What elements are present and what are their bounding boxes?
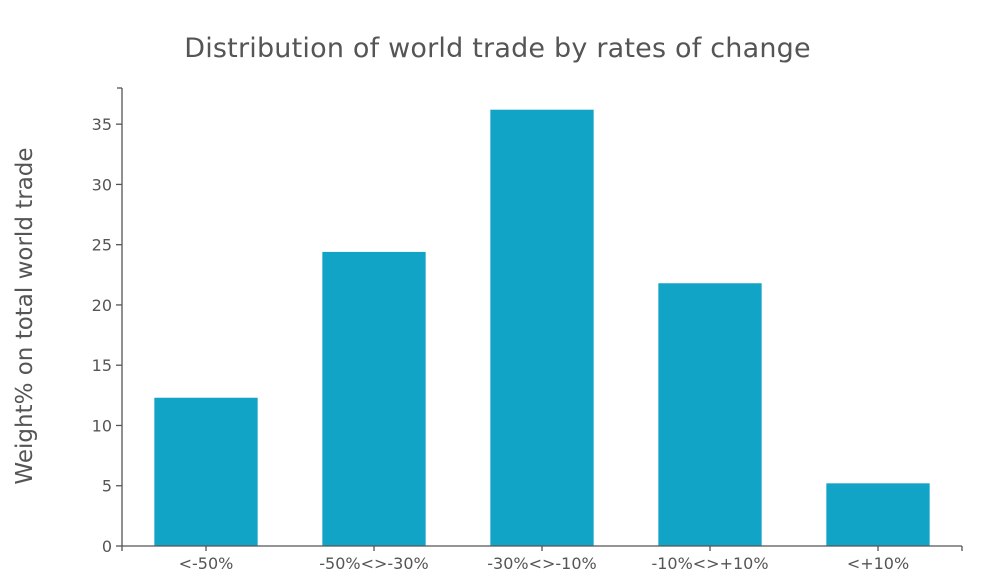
bar bbox=[826, 483, 930, 546]
x-tick-label: -10%<>+10% bbox=[651, 554, 768, 573]
bars-group bbox=[154, 109, 930, 547]
bar bbox=[658, 283, 762, 546]
x-tick-label: -50%<>-30% bbox=[319, 554, 428, 573]
y-axis: 0 5 10 15 20 25 30 35 bbox=[92, 87, 123, 556]
y-tick-label: 5 bbox=[102, 477, 112, 496]
y-axis-title: Weight% on total world trade bbox=[12, 147, 38, 484]
x-tick-label: -30%<>-10% bbox=[487, 554, 596, 573]
y-tick-label: 0 bbox=[102, 537, 112, 556]
chart-title: Distribution of world trade by rates of … bbox=[184, 33, 811, 64]
x-axis: <-50% -50%<>-30% -30%<>-10% -10%<>+10% <+10% bbox=[121, 545, 963, 573]
bar bbox=[490, 109, 594, 547]
y-tick-label: 30 bbox=[92, 175, 112, 194]
y-tick-label: 15 bbox=[92, 356, 112, 375]
y-tick-label: 20 bbox=[92, 296, 112, 315]
y-tick-label: 10 bbox=[92, 416, 112, 435]
y-tick-label: 25 bbox=[92, 236, 112, 255]
y-tick-label: 35 bbox=[92, 115, 112, 134]
bar bbox=[154, 397, 258, 546]
bar bbox=[322, 251, 426, 547]
x-tick-label: <+10% bbox=[847, 554, 909, 573]
x-tick-label: <-50% bbox=[179, 554, 234, 573]
